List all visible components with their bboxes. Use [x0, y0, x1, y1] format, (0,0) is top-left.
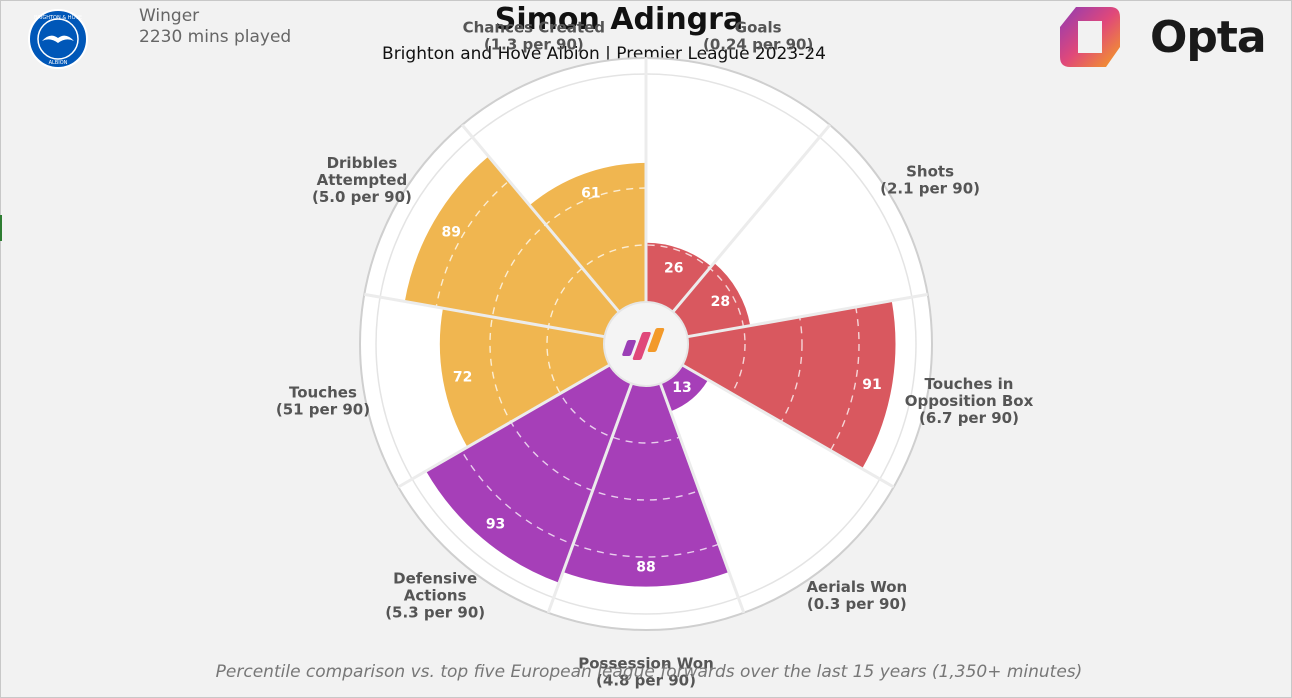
- category-label: Shots (2.1 per 90): [880, 163, 980, 198]
- value-label: 91: [862, 377, 881, 393]
- bar-possession-won: [563, 383, 729, 587]
- badge-text-top: BRIGHTON & HOVE: [34, 15, 82, 21]
- badge-text-bottom: ALBION: [49, 60, 68, 66]
- bar-goals: [646, 242, 712, 312]
- bar-touches: [439, 308, 610, 448]
- category-label: Possession Won (4.8 per 90): [578, 655, 714, 690]
- value-label: 13: [672, 380, 691, 396]
- club-badge-icon: BRIGHTON & HOVE ALBION: [28, 9, 88, 69]
- grid-ring-1: [546, 244, 746, 444]
- page-subtitle: Brighton and Hove Albion | Premier Leagu…: [382, 44, 826, 64]
- value-label: 89: [441, 225, 460, 241]
- opta-mark-icon: [622, 328, 665, 360]
- opta-wordmark: Opta: [1150, 12, 1267, 63]
- bar-defensive-actions: [425, 365, 632, 583]
- sector-divider: [658, 382, 746, 614]
- value-label: 61: [581, 186, 600, 202]
- bar-shots: [672, 262, 751, 337]
- sector-divider: [546, 382, 634, 614]
- edge-marker: [0, 215, 2, 241]
- bar-dribbles-attempted: [404, 156, 620, 337]
- player-meta: Winger 2230 mins played: [139, 6, 291, 48]
- category-label: Touches in Opposition Box (6.7 per 90): [905, 375, 1034, 427]
- category-label: Aerials Won (0.3 per 90): [806, 578, 907, 613]
- minutes-played: 2230 mins played: [139, 27, 292, 47]
- footnote: Percentile comparison vs. top five Europ…: [215, 662, 1083, 682]
- value-label: 93: [486, 516, 505, 532]
- bar-aerials-won: [660, 365, 709, 412]
- value-label: 88: [636, 560, 655, 576]
- sector-divider: [461, 123, 621, 313]
- sector-divider: [397, 363, 611, 489]
- category-label: Goals (0.24 per 90): [703, 18, 813, 53]
- sector-divider: [671, 123, 831, 313]
- category-label: Dribbles Attempted (5.0 per 90): [312, 154, 412, 206]
- value-label: 26: [664, 261, 683, 277]
- sector-divider: [681, 363, 895, 489]
- value-label: 72: [453, 369, 472, 385]
- category-label: Defensive Actions (5.3 per 90): [385, 569, 485, 621]
- player-position: Winger: [139, 6, 200, 26]
- category-label: Touches (51 per 90): [276, 383, 370, 418]
- sector-divider: [364, 292, 605, 339]
- value-label: 28: [711, 294, 730, 310]
- page-title: Simon Adingra: [494, 2, 744, 37]
- sector-divider: [687, 292, 928, 339]
- category-label: Chances Created (1.3 per 90): [463, 18, 606, 53]
- bar-chances-created: [529, 162, 646, 312]
- opta-logo-icon: [1060, 7, 1120, 67]
